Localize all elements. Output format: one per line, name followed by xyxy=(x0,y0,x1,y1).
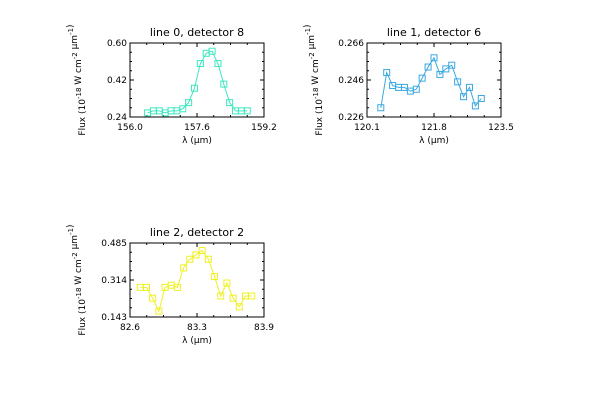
data-point xyxy=(149,294,157,302)
x-tick-label: 83.3 xyxy=(187,323,207,333)
chart-panel-1: line 1, detector 6 120.1 121.8 123.5 0.226 0.… xyxy=(303,24,514,146)
y-tick-label: 0.226 xyxy=(338,113,364,123)
data-point xyxy=(471,102,479,110)
y-axis-label: Flux (10-18 W cm-2 μm-1) xyxy=(303,24,325,135)
y-tick-label: 0.60 xyxy=(107,39,127,49)
x-axis-label: λ (μm) xyxy=(419,136,449,146)
series-line xyxy=(147,50,248,114)
x-axis-label: λ (μm) xyxy=(182,136,212,146)
data-point xyxy=(383,69,391,77)
data-point xyxy=(448,61,456,69)
x-tick-label: 156.0 xyxy=(117,123,143,133)
data-point xyxy=(436,70,444,78)
data-point xyxy=(418,74,426,82)
series-line xyxy=(140,249,252,313)
data-point xyxy=(198,247,206,255)
data-point xyxy=(430,54,438,62)
data-point xyxy=(180,264,188,272)
data-point xyxy=(142,283,150,291)
data-point xyxy=(173,283,181,291)
data-point xyxy=(155,307,163,315)
chart-panel-2: line 2, detector 2 82.6 83.3 83.9 0.143 0.314… xyxy=(66,224,274,346)
y-tick-label: 0.246 xyxy=(338,76,364,86)
data-point xyxy=(196,60,204,68)
y-tick-label: 0.485 xyxy=(101,239,127,249)
x-tick-label: 120.1 xyxy=(354,123,380,133)
data-point xyxy=(424,63,432,71)
y-tick-label: 0.266 xyxy=(338,39,364,49)
data-point xyxy=(229,294,237,302)
x-tick-label: 83.9 xyxy=(254,323,274,333)
x-tick-label: 123.5 xyxy=(488,123,514,133)
data-point xyxy=(243,107,251,115)
plot-frame xyxy=(366,42,502,118)
data-point xyxy=(192,251,200,259)
data-point xyxy=(186,255,194,263)
data-point xyxy=(235,303,243,311)
data-point xyxy=(248,292,256,300)
x-tick-label: 121.8 xyxy=(421,123,447,133)
x-tick-label: 159.2 xyxy=(251,123,277,133)
x-tick-label: 82.6 xyxy=(120,323,140,333)
plot-frame xyxy=(129,42,265,118)
data-point xyxy=(185,99,193,107)
data-point xyxy=(477,95,485,102)
chart-title: line 2, detector 2 xyxy=(150,226,244,239)
data-point xyxy=(400,83,408,91)
data-point xyxy=(220,80,228,88)
data-point xyxy=(214,60,222,68)
y-axis-label: Flux (10-18 W cm-2 μm-1) xyxy=(66,24,88,135)
data-point xyxy=(217,292,225,300)
data-point xyxy=(377,104,385,112)
data-point xyxy=(460,93,468,101)
data-point xyxy=(204,255,212,263)
chart-title: line 0, detector 8 xyxy=(150,26,244,39)
y-axis-label: Flux (10-18 W cm-2 μm-1) xyxy=(66,224,88,335)
data-point xyxy=(179,105,187,113)
y-tick-label: 0.42 xyxy=(107,76,127,86)
data-point xyxy=(223,279,231,287)
data-point xyxy=(208,47,216,55)
y-tick-label: 0.24 xyxy=(107,113,127,123)
data-point xyxy=(412,85,420,93)
data-point xyxy=(190,84,198,92)
data-point xyxy=(442,65,450,73)
chart-title: line 1, detector 6 xyxy=(387,26,481,39)
y-tick-label: 0.143 xyxy=(101,313,127,323)
x-tick-label: 157.6 xyxy=(184,123,210,133)
data-point xyxy=(226,99,234,107)
chart-panel-0: line 0, detector 8 156.0 157.6 159.2 0.24 0.4… xyxy=(66,24,277,146)
y-tick-label: 0.314 xyxy=(101,276,127,286)
data-point xyxy=(211,273,219,281)
data-point xyxy=(454,78,462,86)
data-point xyxy=(465,83,473,91)
series-line xyxy=(380,56,482,108)
x-axis-label: λ (μm) xyxy=(182,336,212,346)
